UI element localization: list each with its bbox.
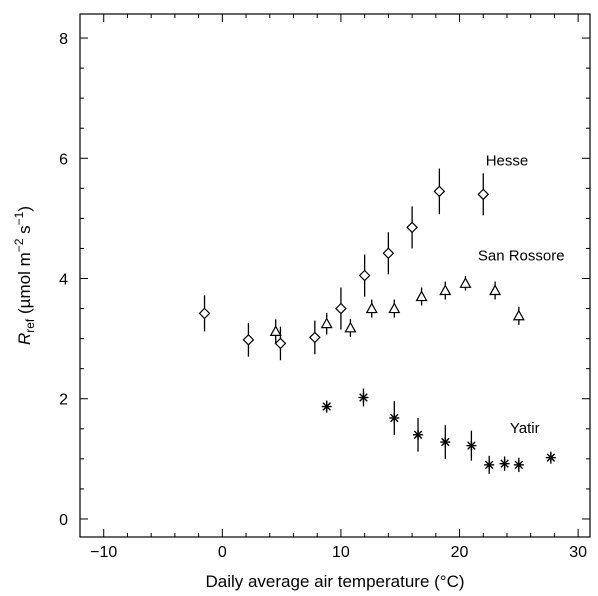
data-point [274, 337, 287, 350]
data-point [415, 290, 428, 302]
y-tick-label: 2 [59, 392, 68, 409]
data-point [388, 302, 401, 314]
data-point [433, 185, 446, 198]
star-stroke [514, 460, 524, 470]
y-tick-label: 6 [59, 151, 68, 168]
data-point [358, 269, 371, 282]
series-labels: Hesse San Rossore Yatir [478, 152, 565, 437]
x-tick-label: 20 [451, 544, 469, 561]
y-axis-label-main: R [15, 333, 34, 345]
x-tick-label: 30 [569, 544, 587, 561]
series-hesse [198, 168, 490, 361]
y-axis-label-mid: s [15, 225, 34, 238]
data-point [269, 325, 282, 337]
data-point [242, 333, 255, 346]
y-axis-label-close: ) [15, 206, 34, 212]
data-point [440, 437, 451, 448]
data-point [413, 429, 424, 440]
data-point [358, 392, 369, 403]
y-tick-label: 4 [59, 272, 68, 289]
data-point [512, 309, 525, 321]
star-stroke [441, 437, 450, 447]
star-stroke [390, 413, 399, 423]
series-yatir [321, 388, 556, 474]
x-axis-label: Daily average air temperature (°C) [205, 572, 464, 591]
x-tick-label: 0 [218, 544, 227, 561]
data-point [382, 247, 395, 260]
star-stroke [413, 430, 423, 440]
y-axis-label-sub: ref [23, 318, 37, 333]
data-marks [198, 168, 556, 474]
star-stroke [359, 393, 368, 402]
y-tick-label: 0 [59, 512, 68, 529]
series-annotation: Hesse [486, 152, 529, 169]
y-axis-label-sup1: −2 [12, 238, 26, 252]
star-stroke [500, 459, 509, 468]
series-san-rossore [269, 276, 525, 344]
data-point [321, 401, 332, 412]
data-point [320, 317, 333, 329]
data-point [308, 331, 321, 344]
y-axis-label: Rref (µmol m−2 s−1) [12, 206, 37, 345]
series-annotation: Yatir [510, 420, 540, 437]
data-point [459, 277, 472, 288]
data-point [406, 221, 418, 234]
star-stroke [484, 460, 494, 470]
y-axis-label-sup2: −1 [12, 211, 26, 225]
star-stroke [467, 441, 476, 450]
data-point [484, 459, 495, 470]
data-point [499, 458, 510, 469]
data-point [477, 188, 490, 201]
axis-ticks: −10 0 10 20 30 0 2 4 6 8 [59, 14, 590, 561]
data-point [344, 321, 357, 333]
y-tick-label: 8 [59, 31, 68, 48]
y-axis-label-units: (µmol m [15, 252, 34, 318]
plot-frame [79, 13, 591, 538]
data-point [389, 412, 400, 423]
star-stroke [322, 402, 331, 411]
series-annotation: San Rossore [478, 247, 565, 264]
data-point [513, 459, 524, 470]
star-stroke [546, 453, 556, 462]
data-point [365, 302, 378, 314]
data-point [335, 302, 347, 315]
data-point [489, 284, 502, 296]
x-tick-label: −10 [90, 544, 117, 561]
plot-axes [79, 13, 591, 538]
data-point [198, 307, 211, 320]
data-point [545, 452, 556, 463]
data-point [466, 440, 477, 451]
x-tick-label: 10 [332, 544, 350, 561]
data-point [439, 284, 452, 296]
